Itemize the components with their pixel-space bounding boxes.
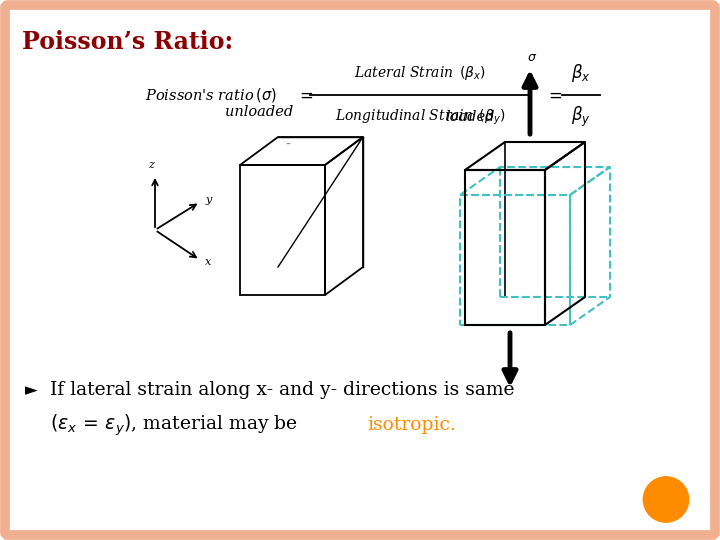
Circle shape [644,477,688,522]
Text: ►: ► [25,381,37,399]
Text: $=$: $=$ [296,86,313,104]
Text: isotropic.: isotropic. [367,416,456,434]
Text: x: x [205,257,211,267]
Text: $(\varepsilon_x\,=\,\varepsilon_y)$, material may be: $(\varepsilon_x\,=\,\varepsilon_y)$, mat… [50,412,299,438]
Text: Longitudinal Strain $\,(\beta_y)$: Longitudinal Strain $\,(\beta_y)$ [335,107,505,127]
Text: loaded: loaded [445,110,495,124]
Text: $\beta_y$: $\beta_y$ [571,105,591,129]
Text: $\beta_x$: $\beta_x$ [571,62,591,84]
Text: -: - [285,138,290,152]
Text: y: y [205,195,211,205]
Text: Lateral Strain $\,(\beta_x)$: Lateral Strain $\,(\beta_x)$ [354,64,486,82]
Text: $\sigma$: $\sigma$ [527,51,537,64]
Text: unloaded: unloaded [225,105,293,119]
Text: Poisson's ratio$\,(\sigma)$: Poisson's ratio$\,(\sigma)$ [145,86,276,104]
Text: Poisson’s Ratio:: Poisson’s Ratio: [22,30,233,54]
Text: $=$: $=$ [545,86,562,104]
Text: z: z [148,160,154,170]
Text: If lateral strain along x- and y- directions is same: If lateral strain along x- and y- direct… [50,381,515,399]
FancyBboxPatch shape [5,5,715,535]
